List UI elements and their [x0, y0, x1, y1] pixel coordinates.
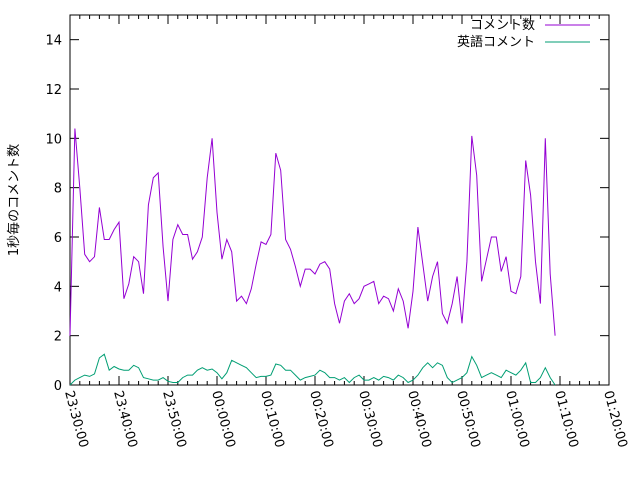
y-tick-label: 0: [54, 379, 62, 394]
y-tick-label: 8: [54, 182, 62, 197]
y-axis: 0 2 4 6 8 10 12 14: [45, 34, 609, 394]
x-tick-label: 23:40:00: [110, 389, 140, 449]
x-tick-label: 00:00:00: [208, 389, 238, 449]
x-tick-label: 01:10:00: [551, 389, 581, 449]
y-axis-label: 1秒毎のコメント数: [6, 144, 22, 256]
legend-label-1: コメント数: [470, 18, 535, 33]
x-tick-label: 00:30:00: [355, 389, 385, 449]
x-tick-label: 01:00:00: [502, 389, 532, 449]
series-line-2: [69, 353, 556, 386]
y-tick-label: 12: [45, 83, 62, 98]
y-tick-label: 4: [54, 280, 62, 295]
x-tick-label: 23:30:00: [61, 389, 91, 449]
x-tick-label: 23:50:00: [159, 389, 189, 449]
legend-label-2: 英語コメント: [457, 34, 535, 50]
x-tick-label: 01:20:00: [600, 389, 630, 449]
x-tick-label: 00:50:00: [453, 389, 483, 449]
x-tick-label: 00:10:00: [257, 389, 287, 449]
series-line-1: [69, 128, 556, 336]
y-tick-label: 6: [54, 231, 62, 246]
y-tick-label: 2: [54, 330, 62, 345]
plot-frame: [69, 14, 610, 386]
x-tick-label: 00:40:00: [404, 389, 434, 449]
y-tick-label: 14: [45, 34, 62, 49]
x-tick-label: 00:20:00: [306, 389, 336, 449]
series-lines: [69, 128, 556, 386]
y-tick-label: 10: [45, 132, 62, 147]
